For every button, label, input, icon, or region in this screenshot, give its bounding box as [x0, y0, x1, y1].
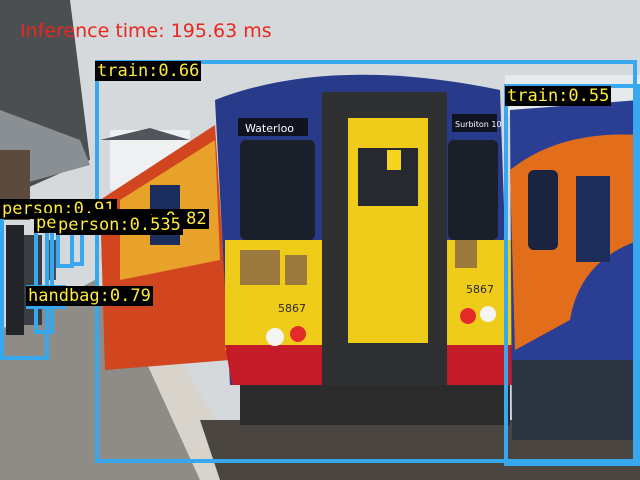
detection-box-train-1: [95, 60, 637, 463]
detection-label-person-4: person:0.535: [56, 215, 183, 235]
destination-sign-left: Waterloo: [245, 122, 294, 135]
unit-number-right: 5867: [466, 283, 494, 296]
detection-label-train-2: train:0.55: [505, 86, 612, 106]
unit-number-left: 5867: [278, 302, 306, 315]
inference-time-text: Inference time: 195.63 ms: [20, 20, 272, 42]
destination-sign-right: Surbiton 10: [455, 120, 502, 129]
detection-box-train-2: [504, 84, 640, 466]
detection-label-train-1: train:0.66: [95, 61, 202, 81]
detection-label-handbag: handbag:0.79: [26, 286, 153, 306]
